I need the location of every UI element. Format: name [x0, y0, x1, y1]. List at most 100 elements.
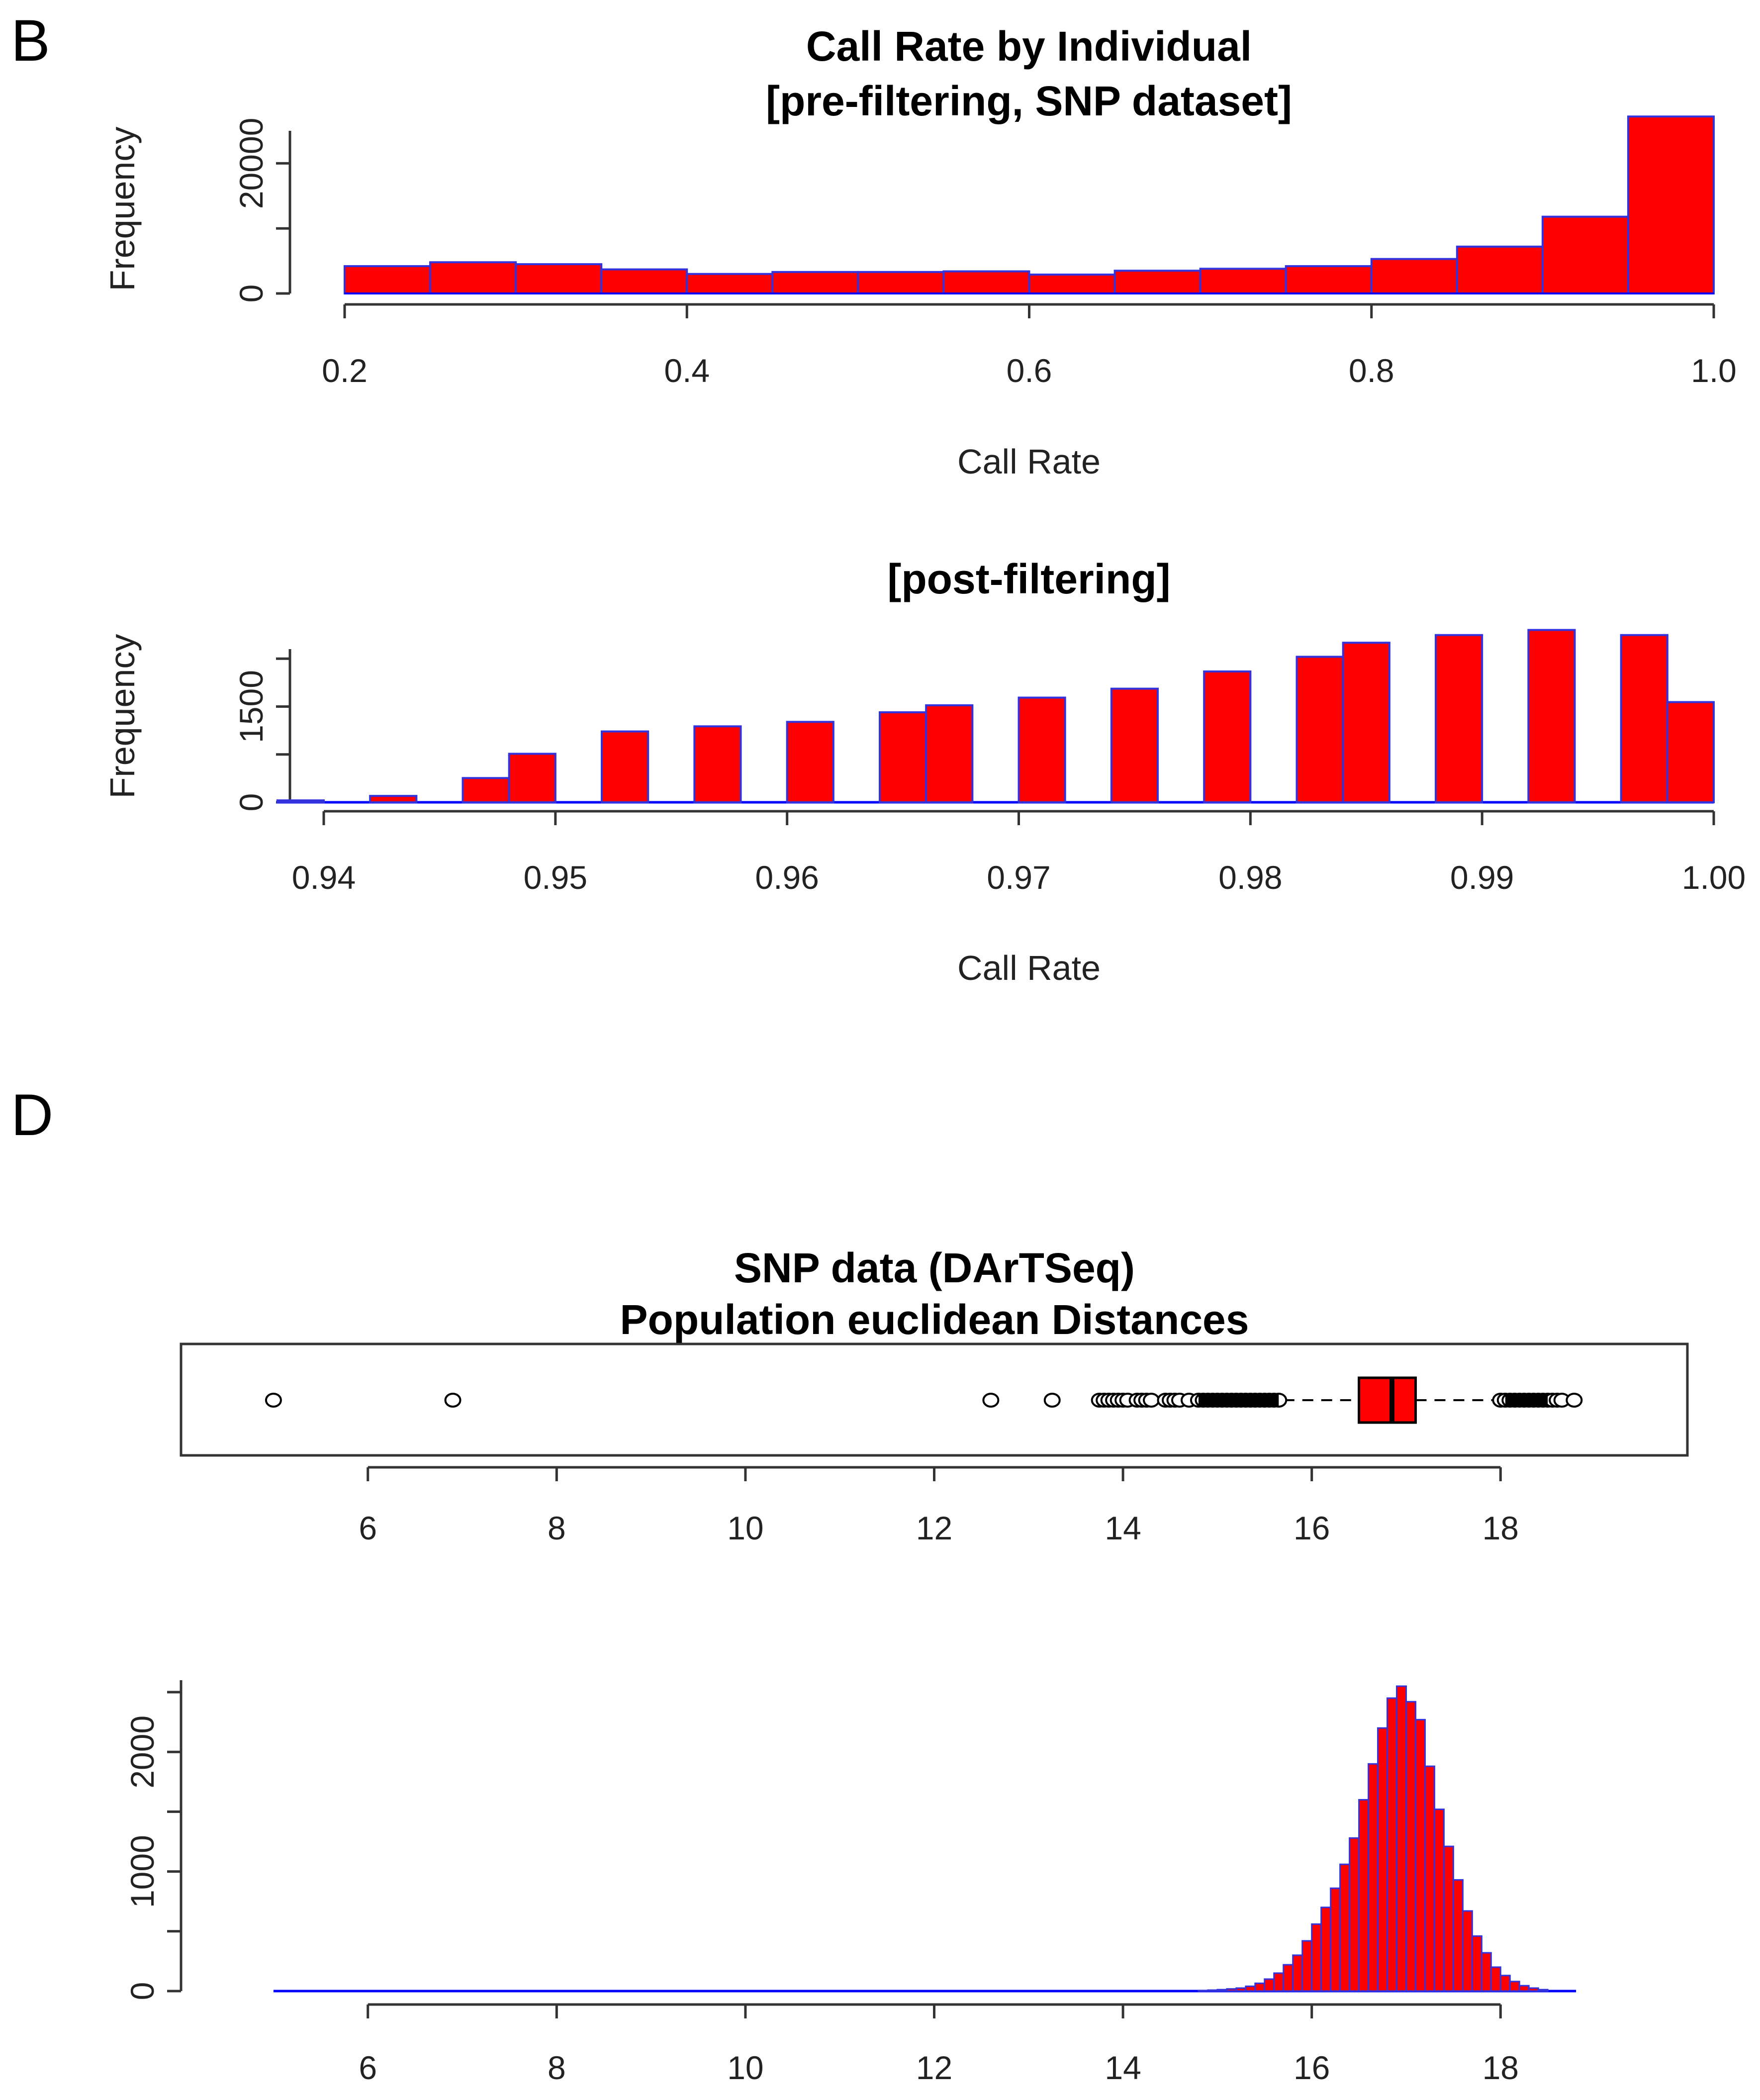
- chart-3-bar: [1537, 1989, 1549, 1992]
- chart-3-bar: [1518, 1985, 1530, 1992]
- chart-3-bar: [1471, 1935, 1482, 1992]
- chart-2-outlier-point: [444, 1393, 462, 1408]
- chart-3-y-tick-label: 1000: [124, 1835, 161, 1908]
- chart-3-bar: [1226, 1988, 1237, 1992]
- chart-0-bar: [429, 261, 517, 295]
- chart-3-bar: [1452, 1879, 1464, 1992]
- charts-layer: Call Rate by Individual [pre-filtering, S…: [103, 23, 1746, 2086]
- chart-1-bar: [879, 711, 927, 804]
- chart-3-bar: [1339, 1863, 1351, 1992]
- chart-2-outlier-point: [1566, 1393, 1583, 1408]
- chart-0-bar: [1541, 215, 1629, 294]
- chart-2-x-tick-label: 6: [359, 1510, 377, 1546]
- chart-2-box: [1358, 1376, 1417, 1424]
- chart-3-bar: [1358, 1799, 1370, 1992]
- chart-0-x-label: Call Rate: [957, 442, 1101, 481]
- chart-3-x-tick-label: 6: [359, 2049, 377, 2086]
- chart-3-bar: [1207, 1989, 1218, 1992]
- chart-1-x-tick-label: 0.95: [524, 859, 587, 896]
- chart-2-outlier-point: [1043, 1393, 1061, 1408]
- chart-1-x-tick-label: 1.00: [1682, 859, 1746, 896]
- chart-1-x-tick-label: 0.97: [987, 859, 1050, 896]
- chart-1-bar: [1018, 696, 1066, 803]
- chart-0-bar: [1370, 258, 1458, 295]
- chart-3-x-tick-label: 10: [727, 2049, 763, 2086]
- chart-2-x-tick-label: 18: [1482, 1510, 1519, 1546]
- chart-3-bar: [1301, 1940, 1313, 1992]
- chart-0-y-tick-label: 0: [233, 285, 270, 303]
- chart-2-outlier-run-high: [1505, 1394, 1548, 1406]
- chart-3-bar: [1396, 1685, 1407, 1992]
- chart-1-bar: [1110, 687, 1159, 803]
- chart-1-title: [post-filtering]: [887, 556, 1170, 602]
- chart-3-bar: [1320, 1907, 1332, 1992]
- chart-1-bar: [786, 721, 834, 804]
- chart-0-bar: [344, 265, 432, 295]
- chart-3-y-tick-label: 0: [124, 1982, 161, 2001]
- chart-3-x-tick-label: 12: [916, 2049, 952, 2086]
- chart-3-bar: [1264, 1978, 1275, 1992]
- chart-3-bar: [1443, 1845, 1454, 1992]
- chart-2-x-tick-label: 10: [727, 1510, 763, 1546]
- chart-3-bar: [1330, 1887, 1341, 1992]
- chart-3-bar: [1311, 1923, 1322, 1992]
- chart-1-bar: [1203, 670, 1252, 803]
- chart-0-bar: [1199, 268, 1287, 295]
- chart-3-bar: [1235, 1987, 1247, 1992]
- chart-3-x-tick-label: 8: [548, 2049, 566, 2086]
- chart-3-bar: [1216, 1989, 1228, 1992]
- panel-letter-b: B: [11, 8, 50, 74]
- chart-3-x-tick-label: 18: [1482, 2049, 1519, 2086]
- chart-0-x-tick-label: 0.8: [1349, 352, 1394, 389]
- chart-0-title-line-2: [pre-filtering, SNP dataset]: [766, 78, 1292, 124]
- chart-1-y-tick-label: 1500: [233, 670, 270, 743]
- chart-3-bar: [1377, 1727, 1389, 1992]
- chart-1-bar: [601, 730, 649, 804]
- chart-2-outlier-point: [1143, 1393, 1160, 1408]
- chart-3-bar: [1292, 1954, 1303, 1992]
- chart-1-y-label: Frequency: [103, 634, 142, 799]
- chart-0-bar: [1285, 265, 1373, 295]
- chart-2-x-tick-label: 8: [548, 1510, 566, 1546]
- chart-3-bar: [1433, 1809, 1445, 1992]
- chart-1-x-tick-label: 0.96: [755, 859, 819, 896]
- chart-1-bar: [1296, 656, 1344, 804]
- chart-2-plot-frame: [180, 1342, 1689, 1457]
- chart-1-bar: [508, 753, 556, 804]
- chart-3-bar: [1254, 1982, 1266, 1992]
- chart-1-bar: [1342, 642, 1390, 803]
- chart-3-bar: [1387, 1697, 1398, 1992]
- chart-1-x-tick-label: 0.98: [1218, 859, 1282, 896]
- chart-3-bar: [1273, 1972, 1285, 1992]
- chart-3-bar: [1368, 1763, 1379, 1992]
- chart-2-outlier-point: [982, 1393, 1000, 1408]
- chart-0-y-label: Frequency: [103, 127, 142, 291]
- chart-0-bar: [515, 263, 603, 295]
- chart-0-bar: [600, 268, 688, 295]
- chart-1-bar: [925, 704, 974, 804]
- chart-1-x-label: Call Rate: [957, 949, 1101, 987]
- chart-2-title-line-2: Population euclidean Distances: [620, 1296, 1249, 1343]
- chart-3-bar: [1462, 1910, 1473, 1992]
- chart-0-x-tick-label: 0.6: [1007, 352, 1052, 389]
- chart-3-bar: [1528, 1987, 1539, 1992]
- panel-letter-d: D: [11, 1082, 53, 1148]
- chart-0-title-line-1: Call Rate by Individual: [806, 23, 1252, 70]
- chart-3-bar: [1481, 1952, 1492, 1992]
- chart-1-x-tick-label: 0.99: [1450, 859, 1514, 896]
- chart-3-x-tick-label: 16: [1294, 2049, 1330, 2086]
- chart-3-bar: [1509, 1981, 1520, 1992]
- chart-1-bar: [1666, 701, 1715, 804]
- chart-1-bar: [462, 777, 510, 803]
- chart-1-bar: [693, 725, 742, 803]
- chart-0-x-tick-label: 1.0: [1691, 352, 1737, 389]
- chart-3-bar: [1414, 1718, 1426, 1992]
- chart-0-bar: [1627, 115, 1715, 294]
- chart-0-bar: [771, 271, 859, 294]
- chart-3-bar: [1424, 1765, 1435, 1992]
- chart-1-bar: [1435, 634, 1483, 804]
- chart-0-bar: [1113, 270, 1202, 294]
- chart-0-bar: [686, 273, 774, 295]
- chart-1-bar: [1527, 629, 1576, 803]
